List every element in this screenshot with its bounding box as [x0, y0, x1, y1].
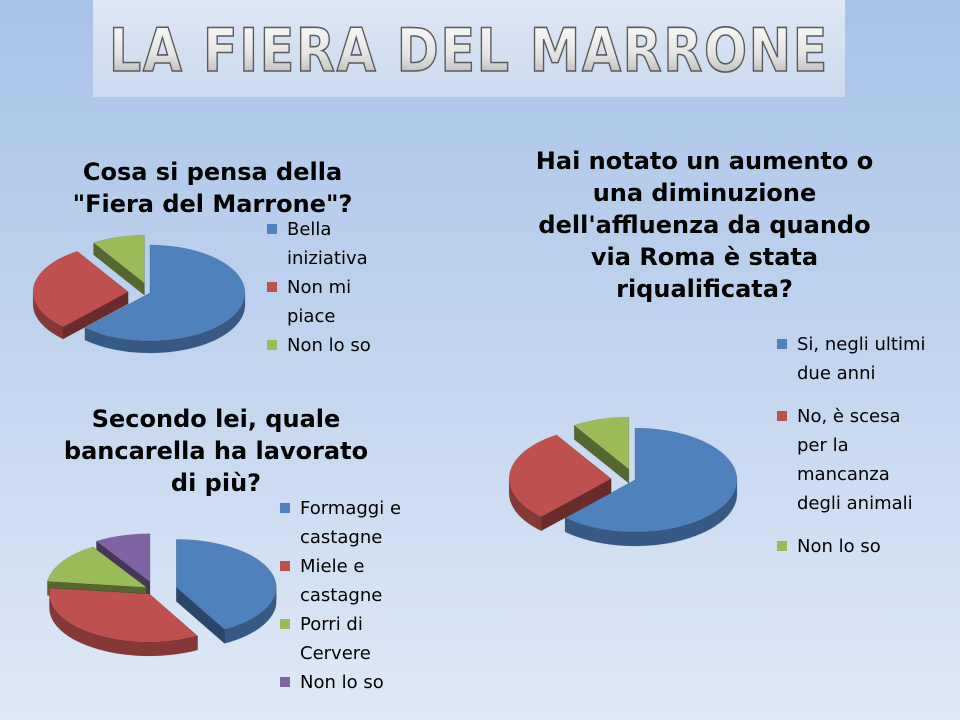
pie-slice-2	[32, 251, 129, 328]
legend-label: Non mi piace	[287, 277, 352, 327]
pie-slice-3-wall-a	[573, 424, 630, 484]
legend-item: Non lo so	[777, 532, 927, 561]
pie-slice-2-wall-a	[540, 478, 612, 532]
pie-slice-1	[176, 539, 277, 630]
page-title-graphic: LA FIERA DEL MARRONE	[108, 15, 829, 87]
legend-label: Non lo so	[300, 672, 384, 693]
pie-chart-2	[508, 416, 738, 547]
chart-3-title: Secondo lei, quale bancarella ha lavorat…	[63, 405, 369, 497]
page-title: LA FIERA DEL MARRONE	[109, 16, 829, 86]
legend-item: Porri di Cervere	[280, 610, 420, 668]
pie-slice-1	[564, 427, 738, 533]
pie-slice-2	[49, 587, 199, 643]
legend-swatch	[777, 541, 787, 551]
legend-label: Porri di Cervere	[300, 614, 371, 664]
legend-item: Non lo so	[267, 331, 397, 360]
legend-item: Miele e castagne	[280, 552, 420, 610]
pie-slice-3	[573, 416, 630, 470]
legend-item: Non mi piace	[267, 273, 397, 331]
legend-swatch	[267, 340, 277, 350]
chart-2-legend: Si, negli ultimi due anni No, è scesa per…	[777, 330, 927, 575]
legend-label: Non lo so	[797, 536, 881, 557]
chart-3-legend: Formaggi e castagne Miele e castagne Porri…	[280, 494, 420, 697]
chart-1-title: Cosa si pensa della "Fiera del Marrone"?	[72, 158, 353, 218]
legend-swatch	[280, 561, 290, 571]
pie-slice-2	[508, 434, 612, 518]
legend-swatch	[280, 619, 290, 629]
pie-chart-1	[32, 234, 246, 354]
title-banner	[93, 0, 845, 97]
legend-swatch	[267, 224, 277, 234]
legend-item: No, è scesa per la mancanza degli animal…	[777, 402, 927, 518]
pie-slice-4	[95, 533, 151, 583]
legend-item: Si, negli ultimi due anni	[777, 330, 927, 388]
legend-swatch	[280, 503, 290, 513]
legend-label: Formaggi e castagne	[300, 498, 402, 548]
pie-slice-3	[46, 546, 148, 588]
pie-slice-1-wall-b	[176, 586, 225, 645]
legend-item: Formaggi e castagne	[280, 494, 420, 552]
chart-1-legend: Bella iniziativa Non mi piace Non lo so	[267, 215, 397, 360]
pie-slice-1	[84, 244, 246, 342]
legend-label: No, è scesa per la mancanza degli animal…	[797, 406, 913, 514]
legend-swatch	[280, 677, 290, 687]
legend-label: Si, negli ultimi due anni	[797, 334, 926, 384]
legend-swatch	[267, 282, 277, 292]
chart-2-title: Hai notato un aumento o una diminuzione …	[535, 147, 874, 303]
legend-label: Non lo so	[287, 335, 371, 356]
pie-slice-3-wall-a	[93, 242, 145, 296]
pie-chart-3	[46, 533, 277, 657]
legend-item: Non lo so	[280, 668, 420, 697]
legend-swatch	[777, 339, 787, 349]
pie-slice-3	[92, 234, 145, 284]
legend-item: Bella iniziativa	[267, 215, 397, 273]
legend-label: Bella iniziativa	[287, 219, 368, 269]
legend-swatch	[777, 411, 787, 421]
legend-label: Miele e castagne	[300, 556, 383, 606]
